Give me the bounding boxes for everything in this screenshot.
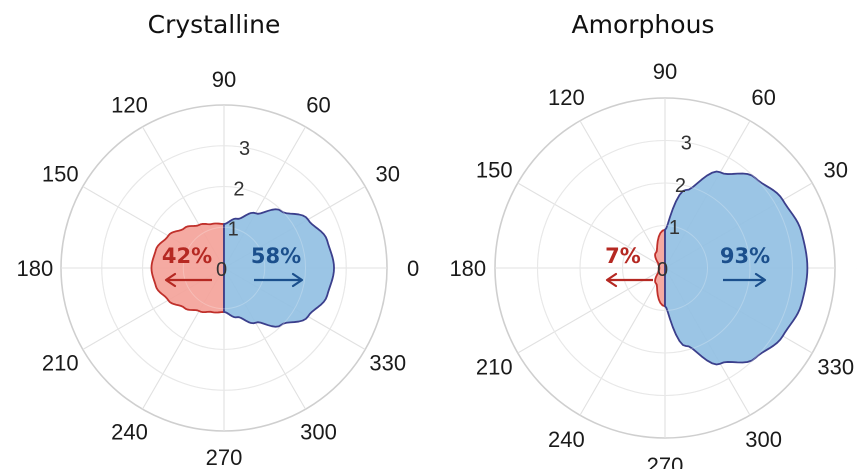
radius-tick-label: 3 <box>681 133 692 155</box>
right-percent-label: 93% <box>720 244 770 268</box>
angle-tick-label: 30 <box>376 161 400 186</box>
overlay-gridline <box>142 186 306 350</box>
overlay-gridline <box>537 140 793 396</box>
chart-title-crystalline: Crystalline <box>147 10 281 39</box>
radius-tick-label: 0 <box>216 259 227 281</box>
data-lobes <box>150 208 335 328</box>
amorphous-polar-chart: 012303060901201501802102402703003307%93% <box>449 59 857 469</box>
angular-gridline <box>517 267 666 354</box>
overlay-gridline <box>182 226 266 310</box>
radius-tick-label: 3 <box>239 138 250 160</box>
angle-tick-label: 90 <box>212 67 236 92</box>
overlay-gridline <box>579 182 751 354</box>
angle-tick-label: 90 <box>653 59 677 84</box>
left-lobe-area <box>150 222 225 314</box>
crystalline-panel: Crystalline 0 1 2 3 0 30 60 90 120 150 180 210 240 27… <box>0 0 428 469</box>
radius-tick-label: 2 <box>233 178 244 200</box>
angle-tick-label: 120 <box>111 92 148 117</box>
left-percent-label: 7% <box>605 244 641 268</box>
angle-tick-label: 210 <box>476 355 513 380</box>
radius-tick-label: 2 <box>675 175 686 197</box>
angular-gridline <box>579 120 666 269</box>
angle-tick-label: 180 <box>17 256 54 281</box>
amorphous-panel: Amorphous 012303060901201501802102402703… <box>429 0 857 469</box>
angle-tick-label: 150 <box>42 161 79 186</box>
angular-gridline <box>517 182 666 269</box>
angle-tick-label: 270 <box>647 453 684 469</box>
angular-gridline <box>579 267 666 416</box>
angle-tick-label: 30 <box>824 157 848 182</box>
angle-tick-label: 330 <box>817 355 854 380</box>
right-lobe-area <box>664 170 809 366</box>
angle-tick-label: 300 <box>300 420 337 445</box>
chart-title-amorphous: Amorphous <box>571 10 715 39</box>
angle-tick-label: 330 <box>369 351 406 376</box>
angle-tick-label: 60 <box>751 85 775 110</box>
overlay-gridline <box>622 225 708 311</box>
right-arrow <box>723 272 767 288</box>
angle-tick-label: 240 <box>111 420 148 445</box>
radius-tick-label: 1 <box>669 217 680 239</box>
left-arrow <box>164 272 212 288</box>
left-percent-label: 42% <box>162 244 212 268</box>
right-percent-label: 58% <box>251 244 301 268</box>
angle-tick-label: 150 <box>476 157 513 182</box>
angle-tick-label: 60 <box>306 92 330 117</box>
right-arrow <box>254 272 304 288</box>
angle-tick-label: 240 <box>548 427 585 452</box>
radius-tick-label: 0 <box>657 259 668 281</box>
radius-tick-label: 1 <box>228 219 239 241</box>
angle-tick-label: 210 <box>42 351 79 376</box>
angle-tick-label: 270 <box>206 445 243 469</box>
angle-tick-label: 300 <box>745 427 782 452</box>
left-arrow <box>605 272 653 288</box>
overlay-gridline <box>101 145 347 391</box>
left-lobe-area <box>654 228 666 308</box>
angle-tick-label: 180 <box>449 256 486 281</box>
data-lobes <box>654 170 809 366</box>
right-lobe-area <box>223 208 335 328</box>
angle-tick-label: 120 <box>548 85 585 110</box>
angle-tick-label: 0 <box>407 256 419 281</box>
